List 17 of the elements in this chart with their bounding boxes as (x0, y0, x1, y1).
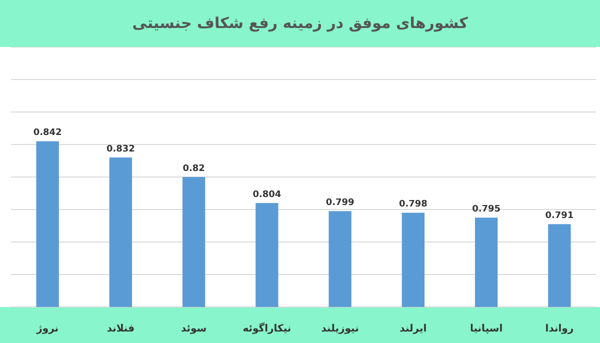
x-tick-label: نیوزیلند (321, 324, 359, 335)
x-tick-label: ایرلند (400, 324, 427, 335)
data-label: 0.804 (252, 190, 282, 200)
data-label: 0.798 (398, 200, 428, 210)
x-tick-label: سوئد (180, 324, 207, 335)
data-label: 0.82 (182, 164, 205, 174)
x-tick-label: رواندا (545, 324, 574, 335)
data-label: 0.832 (106, 144, 135, 154)
data-label: 0.799 (326, 198, 354, 208)
x-tick-label: فنلاند (106, 324, 135, 335)
data-label: 0.795 (472, 204, 501, 214)
x-tick-label: اسپانیا (470, 324, 503, 335)
x-tick-label: نروژ (36, 324, 59, 335)
data-label: 0.842 (33, 128, 62, 138)
chart-title: کشورهای موفق در زمینه رفع شکاف جنسیتی (0, 0, 600, 47)
x-tick-label: نیکاراگوئه (242, 322, 292, 335)
data-label: 0.791 (545, 210, 574, 221)
